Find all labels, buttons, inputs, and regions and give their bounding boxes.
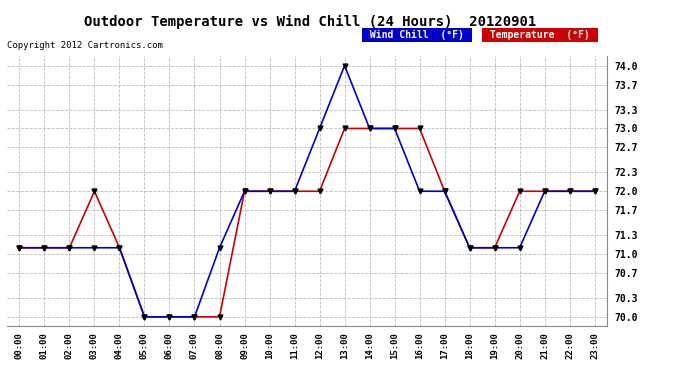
Text: Wind Chill  (°F): Wind Chill (°F) (364, 30, 470, 40)
Text: Outdoor Temperature vs Wind Chill (24 Hours)  20120901: Outdoor Temperature vs Wind Chill (24 Ho… (84, 15, 537, 29)
Text: Copyright 2012 Cartronics.com: Copyright 2012 Cartronics.com (7, 41, 163, 50)
Text: Temperature  (°F): Temperature (°F) (484, 30, 595, 40)
